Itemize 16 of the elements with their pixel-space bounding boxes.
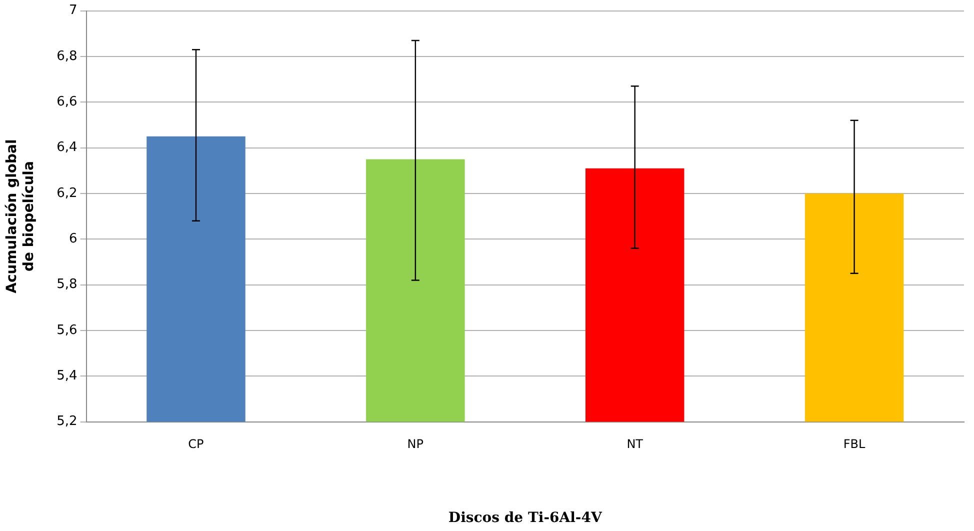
- x-tick-label: FBL: [843, 437, 866, 452]
- y-tick-label: 5,8: [56, 277, 78, 292]
- y-tick-label: 6,6: [56, 94, 78, 110]
- x-tick-label: NP: [407, 437, 424, 452]
- y-tick-label: 7: [68, 3, 78, 18]
- x-tick-label: NT: [626, 437, 644, 452]
- y-tick-label: 5,4: [56, 368, 78, 384]
- y-tick-label: 6: [68, 232, 78, 247]
- y-tick-label: 6,4: [56, 140, 78, 156]
- y-axis-title: Acumulación global de biopelícula: [4, 139, 37, 294]
- y-tick-label: 6,8: [56, 48, 78, 64]
- x-tick-label: CP: [188, 437, 204, 452]
- y-tick-label: 5,6: [56, 322, 78, 338]
- y-tick-label: 5,2: [56, 414, 78, 430]
- y-tick-label: 6,2: [56, 186, 78, 201]
- x-axis-title: Discos de Ti-6Al-4V: [448, 510, 603, 526]
